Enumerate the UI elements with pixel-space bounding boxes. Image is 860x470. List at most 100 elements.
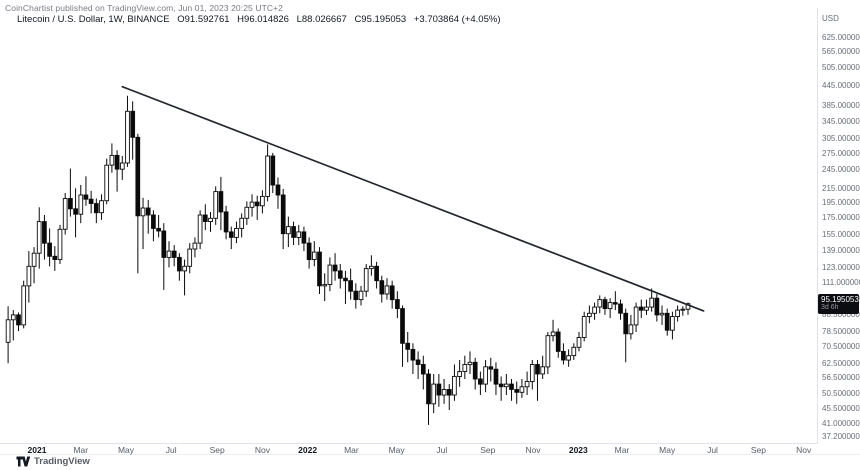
candle-body [311,251,317,260]
tradingview-footer[interactable]: TradingView [16,454,90,468]
candle-body [62,198,68,230]
price-tick-label: 45.500000 [822,403,860,413]
ohlc-open: O91.592761 [177,14,230,25]
time-axis-month-label: Mar [73,445,89,455]
candle-body [633,306,639,326]
candle-body [415,359,421,365]
candle-body [156,227,161,232]
candle-body [228,231,234,238]
candle-body [670,316,675,331]
candle-body [675,309,680,317]
candle-body [638,306,644,311]
trendline[interactable] [121,85,705,312]
candle-body [384,285,390,295]
time-axis-month-label: Mar [614,445,630,455]
candle-body [607,302,613,310]
candle-body [119,162,125,170]
candle-body [93,203,99,214]
candle-body [509,383,514,390]
candle-body [581,316,587,338]
candle-body [31,252,37,267]
candle-body [151,214,156,229]
candle-body [16,314,21,326]
time-axis-bottom-border [0,454,860,455]
attribution-text: CoinChartist published on TradingView.co… [5,3,283,13]
candle-body [358,290,364,301]
candle-body [618,303,623,314]
ohlc-low: L88.026667 [296,14,347,25]
chart-legend[interactable]: Litecoin / U.S. Dollar, 1W, BINANCE O91.… [17,14,505,25]
tradingview-logo-icon[interactable] [16,456,30,467]
candle-body [467,361,473,366]
candle-body [234,227,239,238]
candle-body [125,110,130,164]
candle-body [602,299,608,310]
time-axis-month-label: Nov [525,445,541,455]
candle-body [244,206,250,219]
time-axis-month-label: Jul [436,445,448,455]
price-tick-label: 41.000000 [822,418,860,428]
candle-body [177,256,182,272]
candle-body [680,308,686,311]
candle-body [88,198,94,204]
candle-body [104,164,110,202]
candle-body [337,270,343,279]
candle-body [410,348,416,361]
candle-body [140,207,146,217]
price-tick-label: 50.500000 [822,389,860,399]
candle-body [664,312,670,331]
candle-body [145,207,151,216]
candle-body [550,331,556,337]
candle-body [644,306,649,311]
candle-body [405,342,411,350]
candle-body [503,383,509,388]
candle-body [436,383,442,396]
candle-body [296,231,302,238]
candle-body [379,280,385,295]
candle-body [555,331,561,352]
candle-body [540,366,546,375]
candle-body [192,242,198,250]
candle-body [260,195,265,207]
candle-body [514,389,520,393]
bar-countdown: 3d 6h [821,304,839,311]
price-tick-label: 139.000000 [822,245,860,255]
candle-body [47,242,52,257]
candle-body [529,364,535,382]
time-axis-year-label: 2023 [568,445,588,455]
candle-body [592,306,597,314]
tradingview-wordmark[interactable]: TradingView [34,455,90,467]
candle-body [36,221,42,254]
candle-body [374,265,379,282]
symbol-title[interactable]: Litecoin / U.S. Dollar, 1W, BINANCE [17,14,170,25]
price-tick-label: 70.500000 [822,341,860,351]
price-tick-label: 155.000000 [822,230,860,240]
candle-body [5,319,11,343]
price-tick-label: 505.000000 [822,62,860,72]
price-tick-label: 62.500000 [822,358,860,368]
candle-body [649,297,655,308]
price-tick-label: 305.000000 [822,134,860,144]
candle-body [395,299,400,310]
last-price-value: 95.195053 [821,295,859,304]
candle-body [187,248,193,267]
time-axis-month-label: Mar [344,445,359,455]
candle-body [623,312,629,335]
candle-body [587,312,592,317]
time-axis-month-label: Sep [750,445,766,455]
candle-body [182,265,187,272]
candle-body [493,368,499,385]
price-tick-label: 215.000000 [822,183,860,193]
candle-body [457,371,462,377]
time-axis-year-label: 2022 [298,445,318,455]
ohlc-close: C95.195053 [354,14,407,25]
price-tick-label: 195.000000 [822,197,860,207]
candle-body [478,378,483,385]
price-tick-label: 245.000000 [822,165,860,175]
candle-body [280,194,286,235]
time-axis-month-label: May [659,445,676,455]
candle-body [612,302,618,305]
candle-body [545,335,551,368]
price-axis-currency: USD [822,14,839,23]
